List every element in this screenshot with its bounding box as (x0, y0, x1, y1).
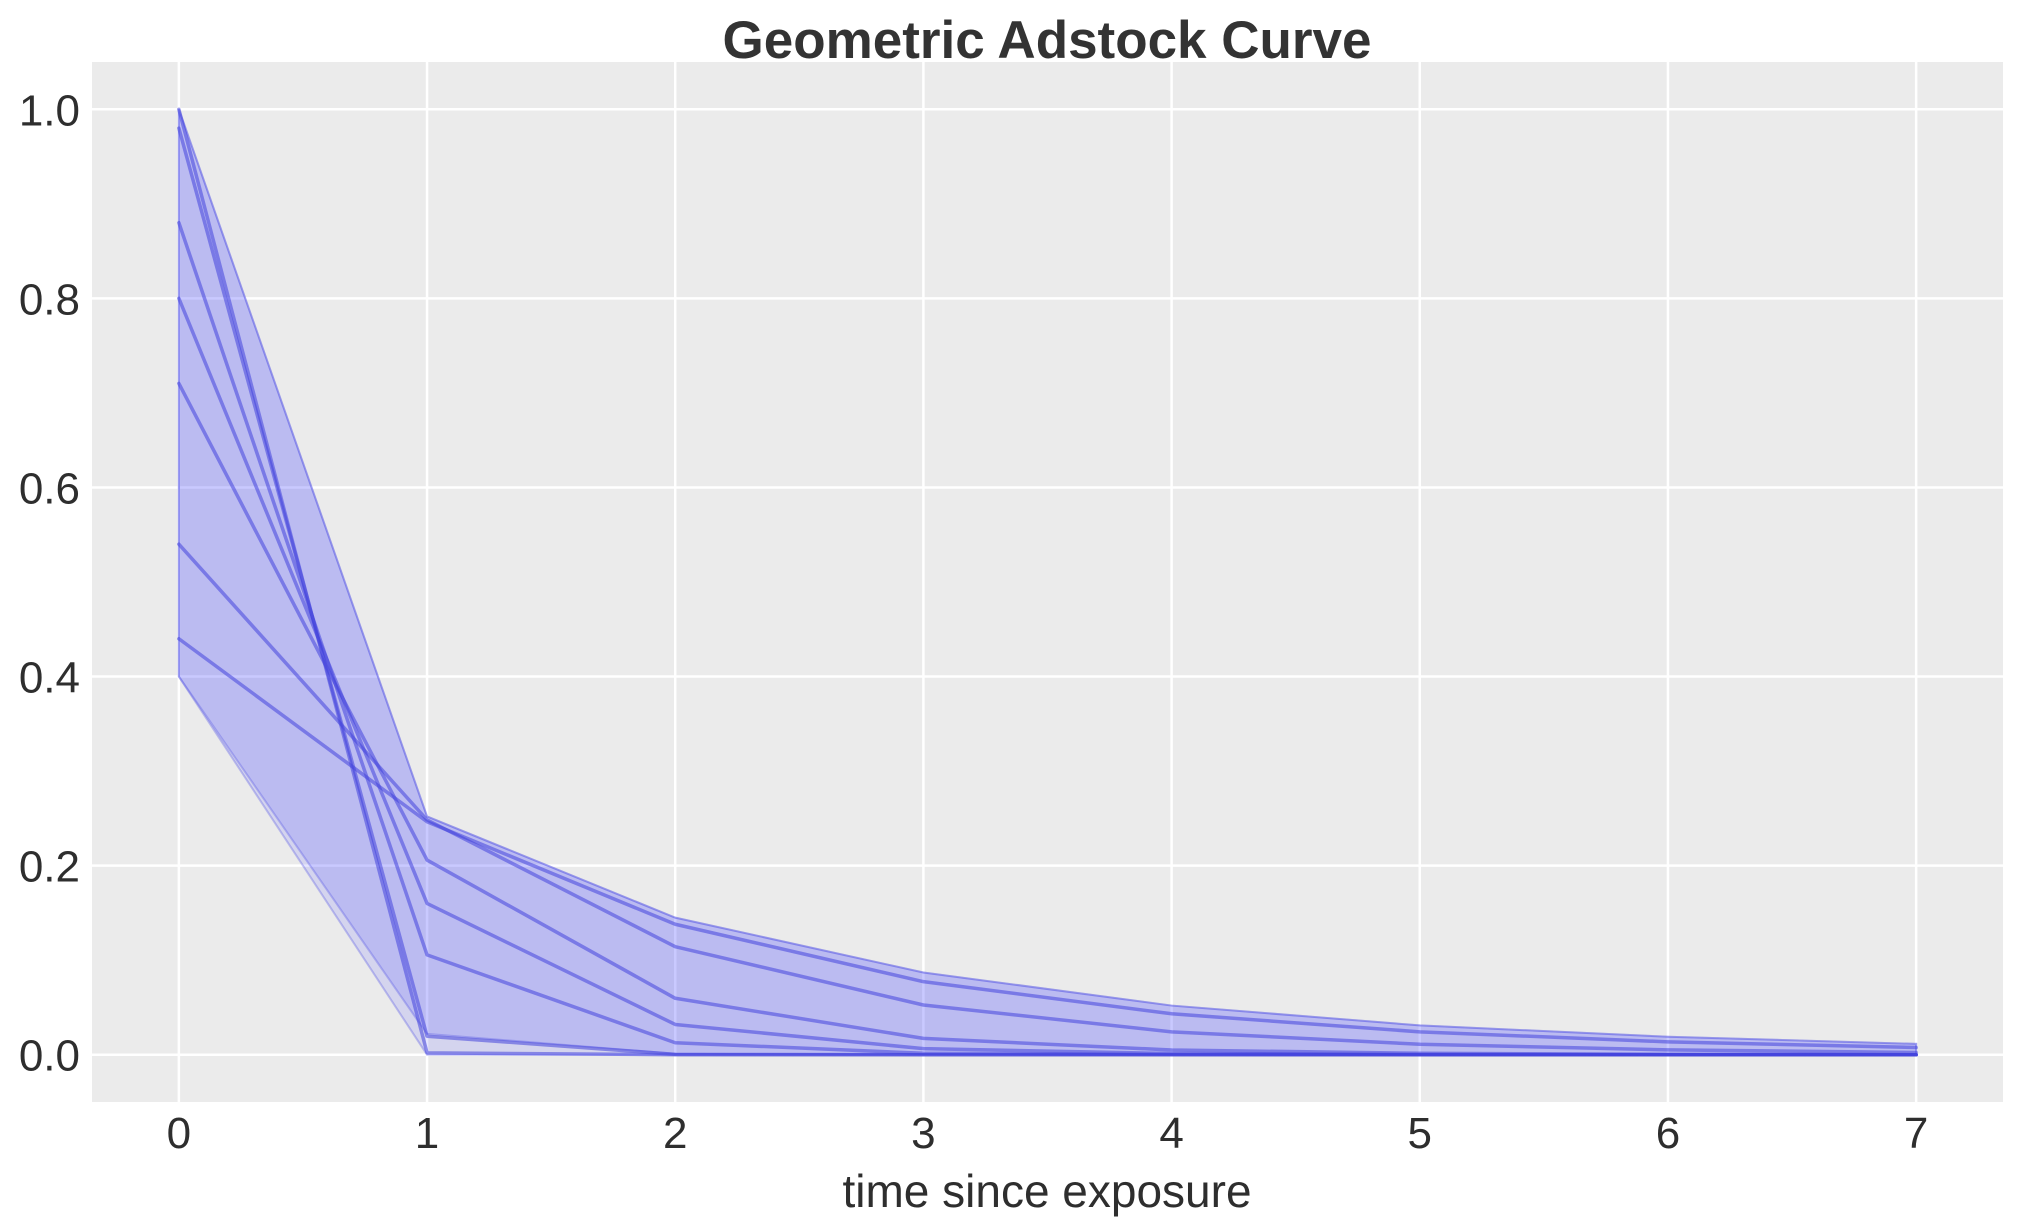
chart-title: Geometric Adstock Curve (723, 11, 1372, 70)
x-tick-label: 4 (1159, 1109, 1183, 1158)
y-tick-label: 0.4 (19, 654, 80, 703)
x-tick-label: 1 (415, 1109, 439, 1158)
y-tick-label: 0.2 (19, 843, 80, 892)
x-tick-label: 3 (911, 1109, 935, 1158)
x-tick-label: 7 (1904, 1109, 1928, 1158)
x-tick-label: 5 (1408, 1109, 1432, 1158)
adstock-curve (177, 542, 1918, 1055)
plot-area (92, 62, 2003, 1102)
x-tick-label: 0 (167, 1109, 191, 1158)
plot-layers: 0 1 2 3 4 5 6 7 0.0 0.2 0.4 0.6 0.8 1.0 (19, 62, 2003, 1158)
x-tick-label: 2 (663, 1109, 687, 1158)
adstock-curve (177, 381, 1918, 1057)
x-tick-label: 6 (1656, 1109, 1680, 1158)
y-tick-label: 1.0 (19, 86, 80, 135)
x-axis-label: time since exposure (842, 1165, 1251, 1217)
adstock-curve (177, 636, 1918, 1050)
y-tick-label: 0.0 (19, 1032, 80, 1081)
y-tick-label: 0.6 (19, 464, 80, 513)
y-tick-label: 0.8 (19, 275, 80, 324)
